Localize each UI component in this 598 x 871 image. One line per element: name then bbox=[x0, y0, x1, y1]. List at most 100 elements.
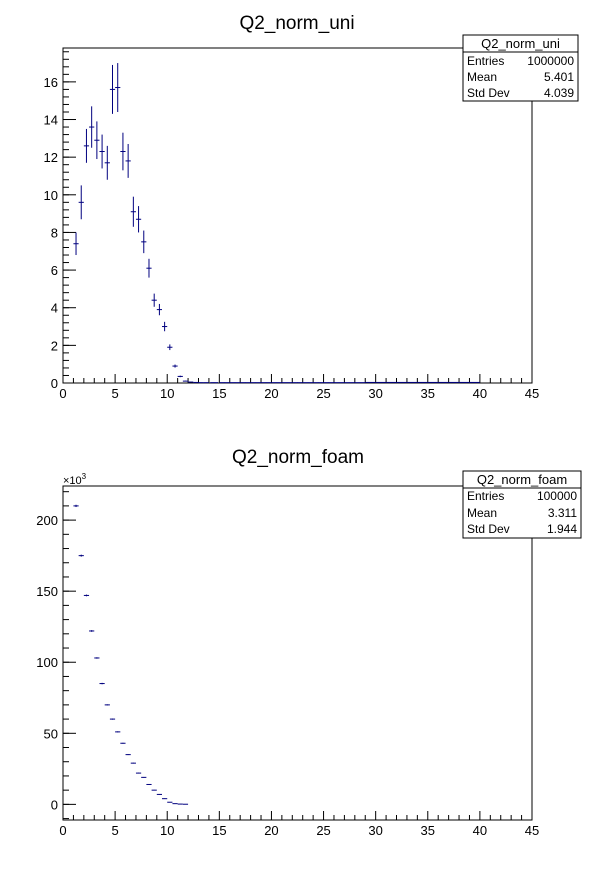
data-point bbox=[73, 504, 79, 508]
y-tick-label: 6 bbox=[51, 263, 58, 278]
plot-q2-norm-uni: Q2_norm_uni 0 5 10 15 20 25 30 35 40 45 0 2 4 6 8 10 12 1… bbox=[44, 13, 579, 401]
data-point bbox=[104, 145, 110, 180]
y-axis-exponent-base: ×10 bbox=[63, 475, 82, 487]
data-point bbox=[104, 704, 110, 706]
y-tick-label: 0 bbox=[51, 797, 58, 812]
y-tick-label: 8 bbox=[51, 225, 58, 240]
data-point bbox=[162, 798, 168, 800]
x-tick-label: 35 bbox=[421, 386, 435, 401]
stats-box: Q2_norm_uni Entries 1000000 Mean 5.401 S… bbox=[462, 34, 579, 102]
x-tick-label: 45 bbox=[525, 823, 539, 838]
axis-ticks: 0 5 10 15 20 25 30 35 40 45 0 50 100 150 200 bbox=[36, 491, 539, 838]
data-point bbox=[146, 783, 152, 785]
x-tick-label: 30 bbox=[368, 386, 382, 401]
data-point bbox=[141, 230, 147, 254]
data-point bbox=[125, 754, 131, 756]
data-point bbox=[177, 375, 183, 378]
stats-mean-label: Mean bbox=[467, 506, 497, 520]
y-axis-exponent-power: 3 bbox=[82, 472, 87, 481]
chart-title: Q2_norm_uni bbox=[239, 13, 354, 34]
data-point bbox=[386, 381, 397, 383]
x-tick-label: 15 bbox=[212, 386, 226, 401]
stats-stddev-label: Std Dev bbox=[467, 522, 510, 536]
x-tick-label: 10 bbox=[160, 386, 174, 401]
x-tick-label: 45 bbox=[525, 386, 539, 401]
data-point bbox=[417, 381, 428, 383]
x-tick-label: 30 bbox=[368, 823, 382, 838]
y-tick-label: 50 bbox=[44, 726, 58, 741]
axis-ticks: 0 5 10 15 20 25 30 35 40 45 0 2 4 6 8 10 12 14 16 bbox=[44, 51, 539, 401]
data-point bbox=[94, 657, 100, 659]
data-point bbox=[99, 682, 105, 685]
data-point bbox=[115, 63, 121, 112]
stats-mean-value: 3.311 bbox=[548, 506, 577, 520]
x-tick-label: 5 bbox=[111, 823, 118, 838]
data-point bbox=[135, 206, 142, 233]
data-point bbox=[109, 718, 116, 720]
chart-title: Q2_norm_foam bbox=[232, 447, 364, 468]
y-tick-label: 0 bbox=[51, 376, 58, 391]
stats-entries-label: Entries bbox=[467, 54, 504, 68]
data-point bbox=[375, 381, 387, 383]
y-tick-label: 2 bbox=[51, 338, 58, 353]
data-point bbox=[156, 793, 163, 795]
plot-q2-norm-foam: Q2_norm_foam ×103 0 5 10 15 20 25 30 35 40 45 0 50 1… bbox=[36, 447, 582, 838]
x-tick-label: 0 bbox=[59, 386, 66, 401]
data-point bbox=[469, 381, 480, 383]
y-tick-label: 16 bbox=[44, 75, 58, 90]
x-tick-label: 40 bbox=[473, 386, 487, 401]
data-point bbox=[89, 106, 95, 148]
x-tick-label: 35 bbox=[421, 823, 435, 838]
data-point bbox=[78, 185, 84, 220]
plot-frame bbox=[62, 485, 533, 821]
data-point bbox=[120, 132, 126, 171]
stats-entries-label: Entries bbox=[467, 489, 504, 503]
stats-stddev-value: 4.039 bbox=[544, 86, 574, 100]
data-point bbox=[125, 143, 131, 178]
data-point bbox=[146, 258, 152, 278]
data-points bbox=[73, 63, 480, 384]
stats-title: Q2_norm_foam bbox=[477, 472, 567, 487]
data-point bbox=[396, 381, 407, 383]
stats-box-frame bbox=[462, 470, 582, 539]
data-point bbox=[365, 381, 376, 383]
data-point bbox=[162, 321, 168, 332]
x-tick-label: 20 bbox=[264, 823, 278, 838]
y-tick-label: 200 bbox=[36, 513, 58, 528]
stats-mean-label: Mean bbox=[467, 70, 497, 84]
data-point bbox=[172, 364, 178, 368]
stats-entries-value: 1000000 bbox=[527, 54, 574, 68]
stats-stddev-label: Std Dev bbox=[467, 86, 510, 100]
stats-entries-value: 100000 bbox=[537, 489, 577, 503]
y-tick-label: 12 bbox=[44, 150, 58, 165]
data-point bbox=[448, 381, 460, 383]
data-point bbox=[94, 121, 100, 160]
x-tick-label: 0 bbox=[59, 823, 66, 838]
data-point bbox=[151, 789, 157, 791]
data-point bbox=[73, 232, 79, 256]
data-point bbox=[99, 134, 105, 169]
y-tick-label: 150 bbox=[36, 584, 58, 599]
data-point bbox=[83, 128, 90, 163]
data-point bbox=[182, 380, 189, 382]
data-point bbox=[109, 64, 116, 114]
data-point bbox=[89, 630, 95, 632]
x-tick-label: 20 bbox=[264, 386, 278, 401]
data-point bbox=[130, 196, 136, 227]
x-tick-label: 40 bbox=[473, 823, 487, 838]
x-tick-label: 15 bbox=[212, 823, 226, 838]
data-point bbox=[115, 731, 121, 733]
stats-title: Q2_norm_uni bbox=[481, 36, 560, 51]
y-tick-label: 14 bbox=[44, 113, 58, 128]
data-point bbox=[135, 772, 142, 774]
data-point bbox=[141, 776, 147, 778]
data-point bbox=[427, 381, 439, 383]
stats-mean-value: 5.401 bbox=[544, 70, 574, 84]
y-tick-label: 100 bbox=[36, 655, 58, 670]
data-points bbox=[73, 504, 189, 805]
x-tick-label: 25 bbox=[316, 386, 330, 401]
data-point bbox=[120, 742, 126, 744]
x-tick-label: 25 bbox=[316, 823, 330, 838]
y-tick-label: 4 bbox=[51, 301, 58, 316]
